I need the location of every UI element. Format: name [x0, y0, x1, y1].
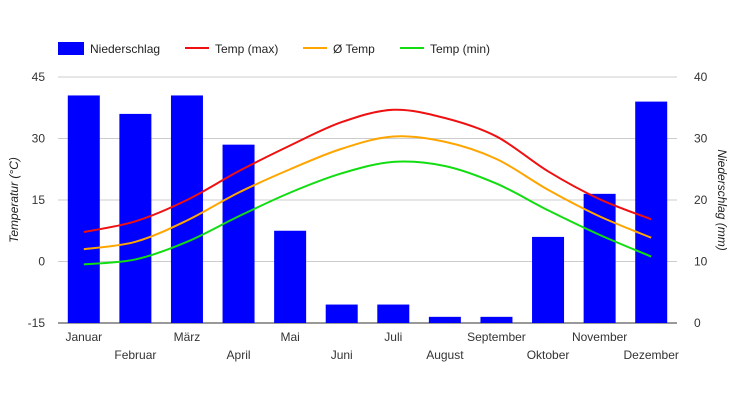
x-label-februar: Februar: [114, 348, 156, 362]
x-label-november: November: [572, 330, 627, 344]
right-axis-ticks: 0 10 20 30 40: [694, 70, 708, 330]
bar-november[interactable]: [583, 193, 616, 323]
left-tick-label: -15: [28, 316, 46, 330]
bar-mai[interactable]: [274, 230, 307, 323]
left-tick-label: 15: [32, 193, 46, 207]
x-label-mai: Mai: [280, 330, 299, 344]
x-axis-labels: Januar Februar März April Mai Juni Juli AugustS…: [65, 330, 678, 362]
right-tick-label: 10: [694, 255, 708, 269]
legend-label: Temp (max): [215, 42, 278, 56]
legend-swatch: [58, 42, 84, 55]
bar-april[interactable]: [222, 144, 255, 323]
bar-dezember[interactable]: [635, 101, 668, 323]
x-label-märz: März: [174, 330, 201, 344]
legend-item[interactable]: Ø Temp: [303, 42, 375, 56]
legend[interactable]: Niederschlag Temp (max) Ø Temp Temp (min): [58, 42, 490, 56]
legend-item[interactable]: Niederschlag: [58, 42, 160, 56]
series-line-temp-min[interactable]: [83, 160, 652, 266]
x-label-dezember: Dezember: [624, 348, 679, 362]
legend-label: Temp (min): [430, 42, 490, 56]
right-tick-label: 30: [694, 132, 708, 146]
bar-september[interactable]: [480, 316, 513, 323]
bar-august[interactable]: [428, 316, 461, 323]
left-tick-label: 30: [32, 132, 46, 146]
x-label-august: August: [426, 348, 464, 362]
bar-oktober[interactable]: [532, 236, 565, 323]
right-tick-label: 20: [694, 193, 708, 207]
x-label-juni: Juni: [331, 348, 353, 362]
legend-label: Ø Temp: [333, 42, 375, 56]
bar-januar[interactable]: [67, 95, 100, 323]
bar-juni[interactable]: [325, 304, 358, 323]
bar-märz[interactable]: [170, 95, 203, 323]
x-label-januar: Januar: [65, 330, 102, 344]
x-label-april: April: [227, 348, 251, 362]
temperature-lines: [83, 108, 652, 266]
precipitation-bars: [67, 95, 668, 324]
right-tick-label: 0: [694, 316, 701, 330]
gridlines: [58, 76, 677, 324]
x-label-juli: Juli: [384, 330, 402, 344]
legend-item[interactable]: Temp (min): [400, 42, 490, 56]
series-line-temp-max[interactable]: [83, 108, 652, 233]
bar-juli[interactable]: [377, 304, 410, 323]
legend-item[interactable]: Temp (max): [185, 42, 278, 56]
left-tick-label: 45: [32, 70, 46, 84]
series-line-temp[interactable]: [83, 135, 652, 251]
left-tick-label: 0: [38, 255, 45, 269]
right-tick-label: 40: [694, 70, 708, 84]
x-label-oktober: Oktober: [527, 348, 570, 362]
right-axis-title: Niederschlag (mm): [715, 149, 729, 250]
left-axis-title: Temperatur (°C): [7, 157, 21, 243]
legend-label: Niederschlag: [90, 42, 160, 56]
x-label-september: September: [467, 330, 526, 344]
left-axis-ticks: -15 0 15 30 45: [28, 70, 46, 330]
